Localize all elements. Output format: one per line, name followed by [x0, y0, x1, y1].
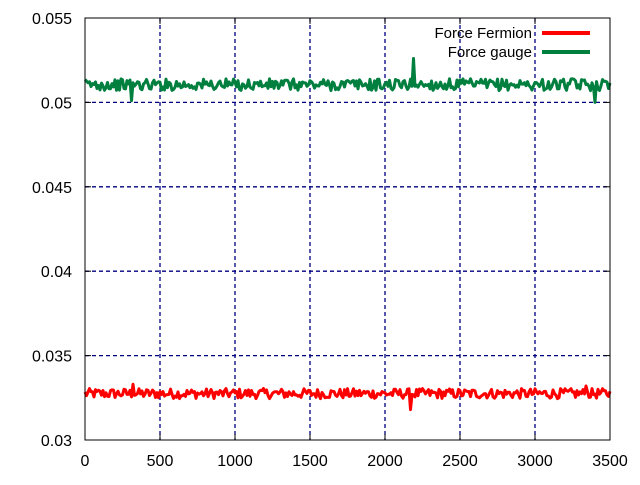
x-tick-label: 500 [147, 453, 174, 470]
series-line-force-gauge [83, 57, 612, 104]
x-tick-label: 3000 [517, 453, 553, 470]
x-tick-label: 1500 [292, 453, 328, 470]
y-tick-label: 0.05 [41, 95, 72, 112]
y-tick-label: 0.045 [32, 180, 72, 197]
y-axis: 0.03 0.035 0.04 0.045 0.05 0.055 [32, 11, 610, 450]
legend-label-force-gauge: Force gauge [448, 44, 532, 61]
y-tick-label: 0.035 [32, 349, 72, 366]
y-tick-label: 0.055 [32, 11, 72, 28]
series-layer [83, 57, 612, 412]
y-tick-label: 0.03 [41, 433, 72, 450]
plot-frame [84, 17, 611, 441]
x-tick-label: 0 [81, 453, 90, 470]
x-tick-label: 1000 [217, 453, 253, 470]
x-axis: 0 500 1000 1500 2000 2500 3000 3500 [81, 18, 628, 470]
legend: Force Fermion Force gauge [434, 25, 590, 61]
series-line-force-fermion [83, 382, 612, 412]
x-tick-label: 2000 [367, 453, 403, 470]
grid-layer [85, 18, 610, 440]
x-tick-label: 2500 [442, 453, 478, 470]
y-tick-label: 0.04 [41, 264, 72, 281]
x-tick-label: 3500 [592, 453, 628, 470]
legend-label-force-fermion: Force Fermion [434, 25, 532, 42]
